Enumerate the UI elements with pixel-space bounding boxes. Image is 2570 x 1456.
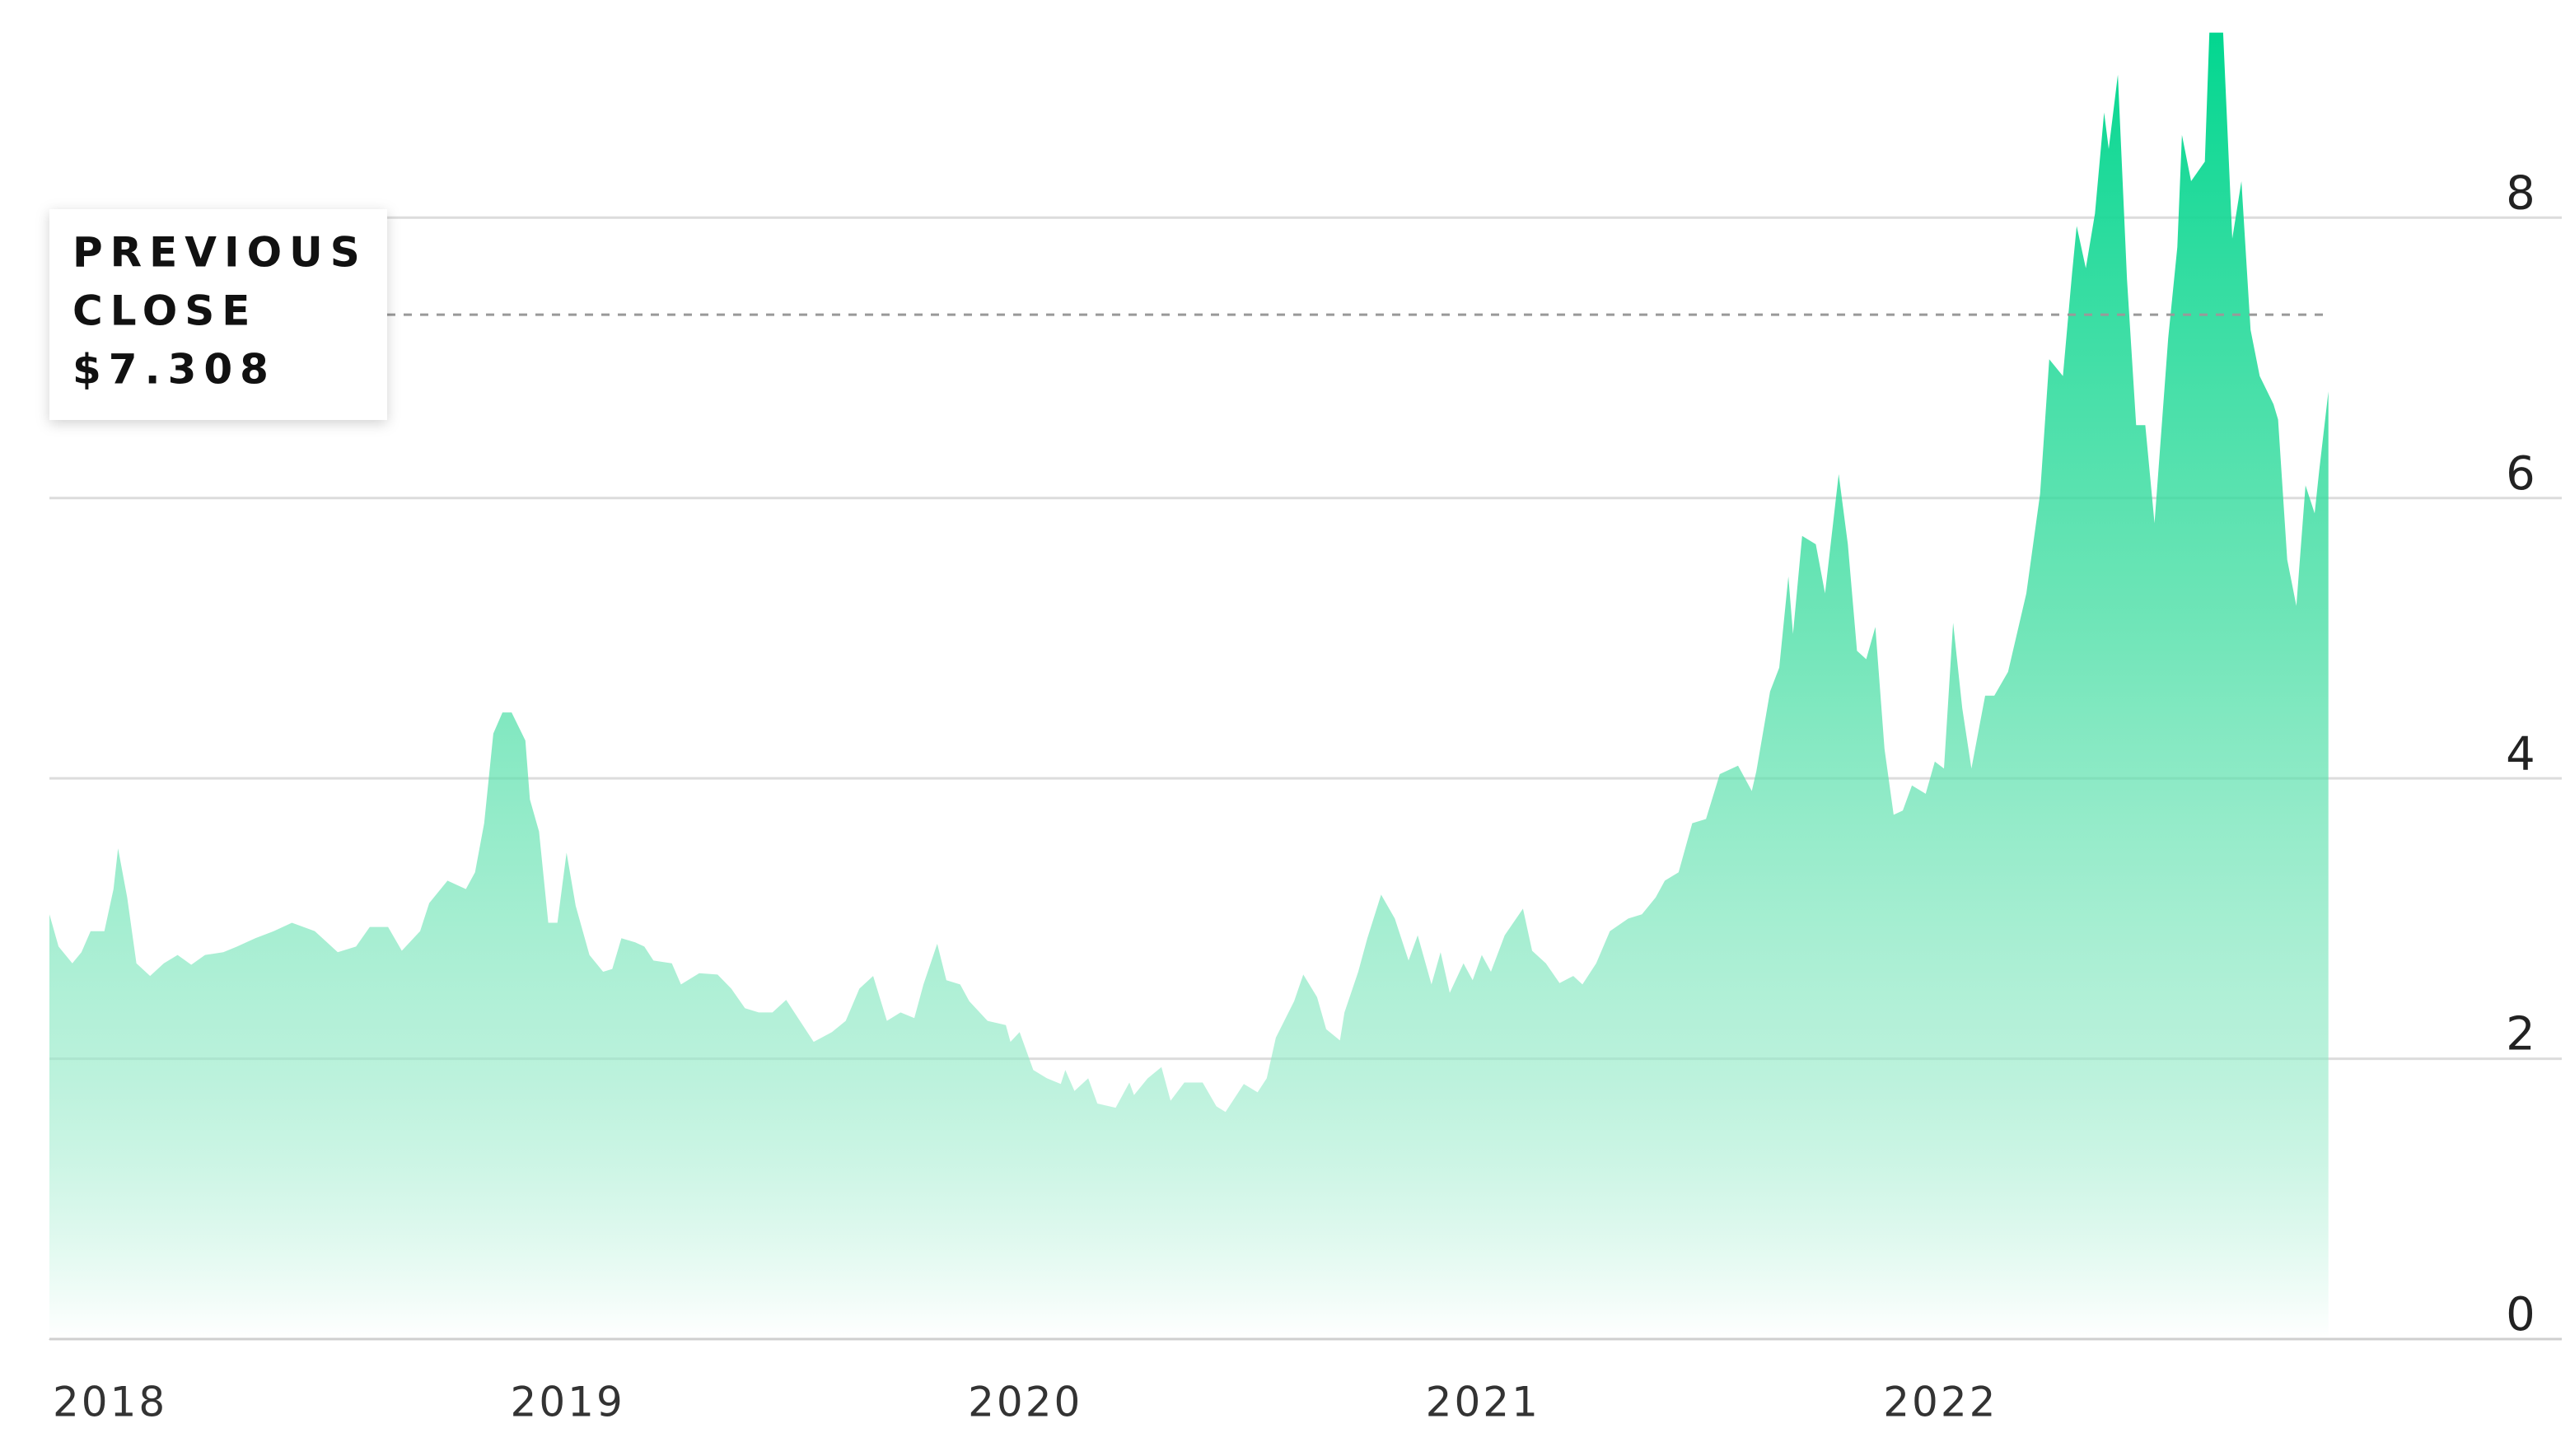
annotation: PREVIOUS CLOSE $7.308: [49, 209, 387, 420]
x-tick-label: 2021: [1426, 1379, 1540, 1426]
y-tick-label: 0: [2506, 1288, 2535, 1342]
annotation-value: $7.308: [72, 346, 276, 394]
annotation-label: CLOSE: [72, 287, 257, 335]
annotation-box: [49, 209, 387, 420]
x-tick-label: 2020: [968, 1379, 1082, 1426]
plot-area: [49, 32, 2329, 1340]
y-tick-label: 4: [2506, 727, 2535, 781]
area: [49, 32, 2329, 1340]
y-tick-label: 6: [2506, 447, 2535, 501]
annotation-label: PREVIOUS: [72, 229, 367, 277]
axes: 0 2 4 6 8 2018 2019 2020 2021 2022: [49, 166, 2562, 1426]
y-tick-label: 8: [2506, 166, 2535, 220]
x-tick-label: 2022: [1883, 1379, 1998, 1426]
y-tick-label: 2: [2506, 1008, 2535, 1062]
x-tick-label: 2019: [511, 1379, 625, 1426]
x-tick-label: 2018: [53, 1379, 167, 1426]
